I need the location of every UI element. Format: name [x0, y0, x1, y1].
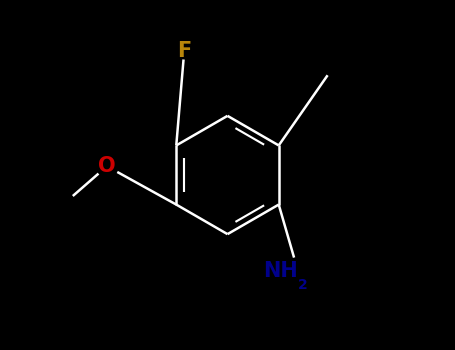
Text: NH: NH: [263, 261, 298, 281]
Text: O: O: [98, 156, 116, 176]
Text: F: F: [177, 41, 192, 61]
Text: 2: 2: [298, 278, 308, 292]
